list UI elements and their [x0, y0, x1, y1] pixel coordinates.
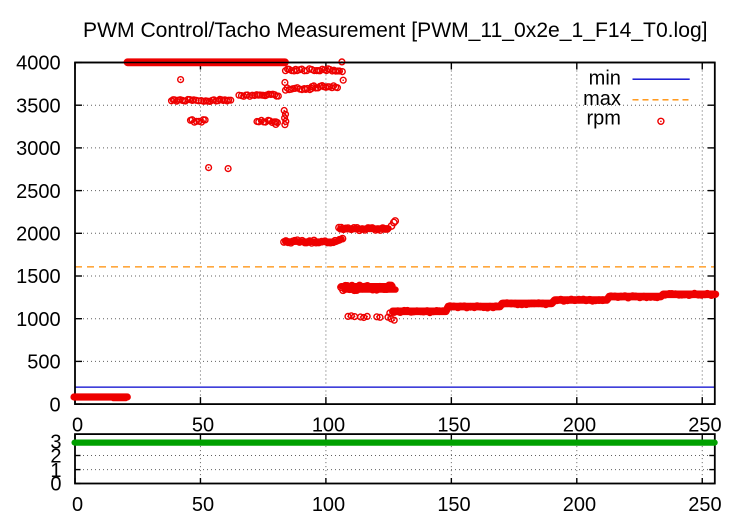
svg-text:250: 250 [688, 494, 721, 516]
svg-text:3: 3 [50, 432, 61, 454]
svg-text:2500: 2500 [16, 181, 61, 203]
svg-text:rpm: rpm [586, 108, 620, 130]
svg-text:2000: 2000 [16, 224, 61, 246]
svg-text:100: 100 [312, 494, 345, 516]
svg-text:100: 100 [312, 414, 345, 436]
svg-text:1: 1 [50, 460, 61, 482]
svg-text:150: 150 [437, 414, 470, 436]
svg-text:50: 50 [192, 494, 214, 516]
svg-text:min: min [589, 67, 621, 89]
svg-text:4000: 4000 [16, 53, 61, 75]
svg-text:200: 200 [563, 494, 596, 516]
svg-text:200: 200 [563, 414, 596, 436]
svg-text:3500: 3500 [16, 95, 61, 117]
svg-text:1500: 1500 [16, 266, 61, 288]
svg-text:0: 0 [50, 474, 61, 496]
svg-text:1000: 1000 [16, 309, 61, 331]
svg-text:150: 150 [437, 494, 470, 516]
svg-text:250: 250 [688, 414, 721, 436]
svg-text:2: 2 [50, 446, 61, 468]
svg-text:0: 0 [72, 414, 83, 436]
svg-text:0: 0 [72, 494, 83, 516]
svg-text:0: 0 [49, 394, 60, 416]
svg-text:PWM Control/Tacho Measurement: PWM Control/Tacho Measurement [PWM_11_0x… [83, 19, 708, 42]
svg-text:500: 500 [27, 352, 60, 374]
svg-text:max: max [583, 88, 621, 110]
svg-text:3000: 3000 [16, 138, 61, 160]
svg-text:50: 50 [192, 414, 214, 436]
